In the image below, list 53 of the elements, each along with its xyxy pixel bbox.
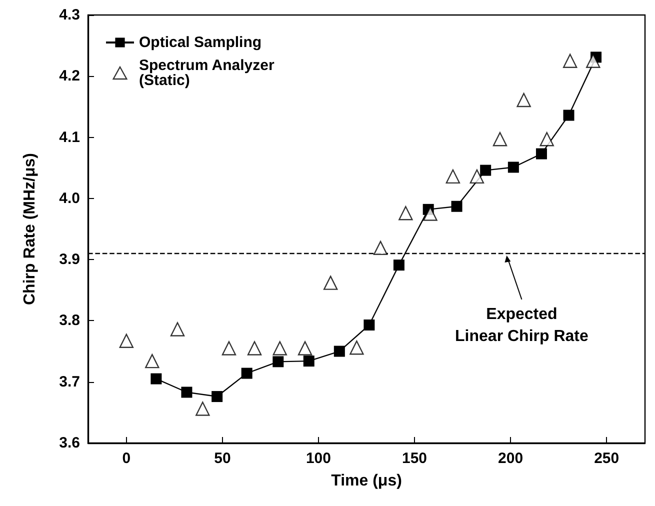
x-tick-label: 0: [122, 450, 131, 467]
y-axis-title: Chirp Rate (MHz/μs): [22, 152, 38, 306]
point: [247, 341, 262, 356]
point: [222, 341, 236, 356]
x-tick-label: 100: [306, 450, 331, 467]
x-tick-label: 250: [594, 450, 620, 467]
point: [480, 164, 492, 176]
x-tick-label: 200: [498, 450, 524, 467]
point: [393, 260, 404, 271]
point: [298, 341, 312, 356]
point: [303, 356, 314, 367]
annotation: Expected Linear Chirp Rate: [455, 306, 588, 345]
point: [334, 346, 345, 357]
point: [373, 240, 388, 256]
point: [516, 92, 531, 108]
point: [562, 54, 578, 68]
point: [470, 169, 484, 184]
point: [540, 132, 554, 146]
point: [350, 340, 364, 355]
legend-label: Optical Sampling: [139, 34, 262, 51]
point: [272, 356, 284, 368]
point: [451, 200, 462, 212]
point: [272, 341, 287, 356]
point: [536, 148, 547, 160]
y-tick-label: 4.0: [59, 190, 80, 207]
point: [150, 373, 162, 384]
point: [508, 162, 519, 173]
point: [323, 276, 338, 290]
point: [212, 391, 223, 402]
x-tick-label: 50: [214, 450, 231, 467]
point: [398, 206, 413, 220]
point: [563, 110, 574, 121]
y-tick-label: 4.2: [59, 68, 80, 85]
point: [446, 169, 460, 184]
point: [196, 402, 210, 416]
y-tick-label: 4.3: [59, 6, 80, 24]
y-tick-label: 4.1: [59, 128, 80, 146]
point: [181, 386, 192, 398]
point: [170, 322, 185, 336]
legend-label: Spectrum Analyzer (Static): [139, 57, 274, 89]
point: [586, 54, 600, 68]
point: [364, 319, 375, 330]
y-tick-label: 3.9: [59, 251, 80, 268]
y-tick-label: 3.8: [59, 312, 80, 330]
point: [241, 368, 252, 379]
y-tick-label: 3.7: [59, 373, 80, 390]
x-tick-label: 150: [402, 450, 428, 467]
point: [145, 354, 160, 368]
y-tick-label: 3.6: [59, 434, 80, 452]
point: [119, 334, 134, 348]
x-axis-title: Time (μs): [331, 472, 402, 490]
point: [492, 132, 508, 146]
point: [423, 206, 438, 221]
